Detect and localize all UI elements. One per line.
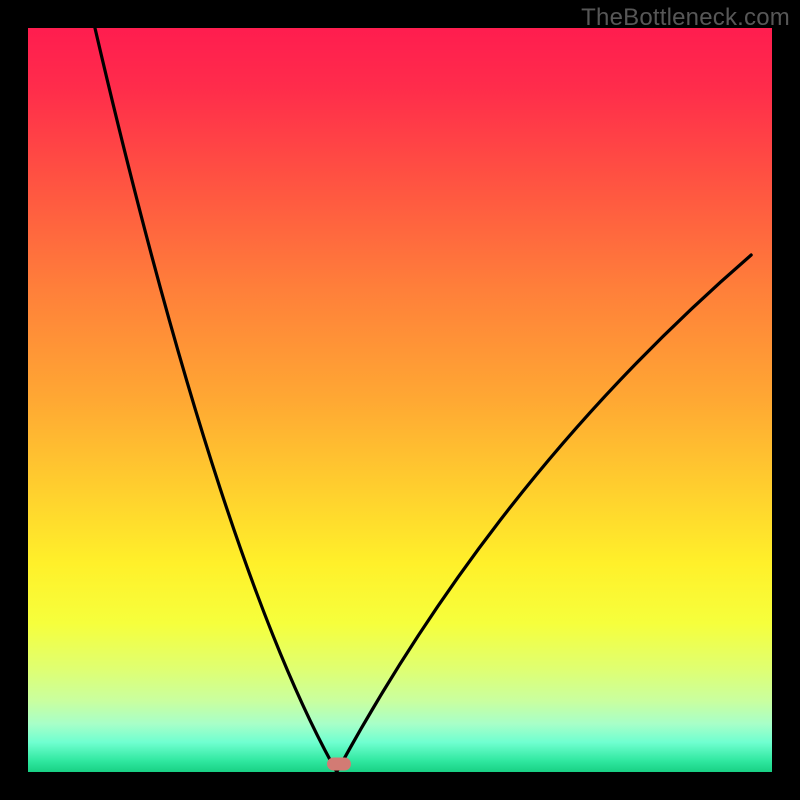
watermark-text: TheBottleneck.com [581, 4, 790, 32]
optimum-marker [327, 758, 351, 771]
bottleneck-curve-chart [0, 0, 800, 800]
chart-container: TheBottleneck.com [0, 0, 800, 800]
plot-area [28, 28, 772, 772]
